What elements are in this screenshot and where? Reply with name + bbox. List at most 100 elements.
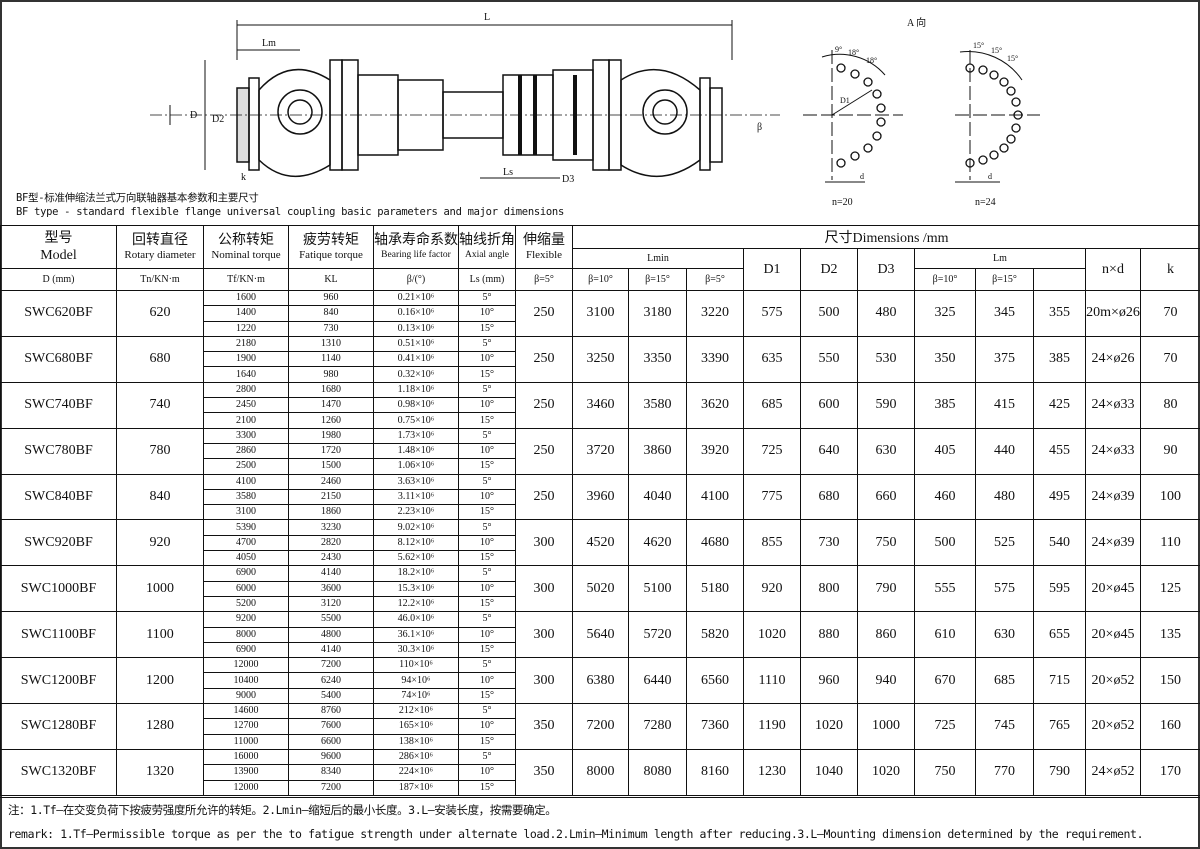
cell-bearing-life: 1.73×10⁶ [373, 427, 459, 444]
cell-d3: 480 [857, 290, 915, 337]
cell-k: 160 [1139, 703, 1200, 750]
cell-d2: 730 [800, 519, 858, 567]
cell-axial-angle: 5° [458, 657, 516, 674]
cell-fatigue-torque: 5400 [288, 687, 374, 705]
label-D1: D1 [840, 96, 850, 105]
cell-nominal-torque: 3580 [203, 488, 289, 506]
cell-flexible: 300 [515, 611, 573, 659]
cell-k: 80 [1139, 381, 1200, 429]
cell-lmin-5: 7200 [572, 703, 629, 750]
cell-d2: 500 [800, 290, 858, 337]
cell-flexible: 300 [515, 565, 573, 613]
cell-lmin-10: 7280 [628, 703, 687, 750]
table-row: SWC680BF 680 2180 1310 0.51×10⁶ 5° 250 3250 3350… [0, 335, 1200, 383]
cell-lm-10: 770 [975, 748, 1034, 796]
cell-lmin-10: 4040 [628, 473, 687, 521]
fat-cn: 疲劳转矩 [303, 233, 359, 248]
cell-lm-10: 685 [975, 657, 1034, 705]
cell-lmin-15: 4680 [686, 519, 744, 567]
cell-lmin-10: 4620 [628, 519, 687, 567]
cell-axial-angle: 10° [458, 534, 516, 552]
cell-lm-10: 345 [975, 290, 1034, 337]
cell-axial-angle: 10° [458, 672, 516, 689]
cell-axial-angle: 15° [458, 687, 516, 705]
header-lm: Lm [914, 248, 1086, 269]
cell-bearing-life: 30.3×10⁶ [373, 641, 459, 659]
cell-lmin-5: 5640 [572, 611, 629, 659]
cell-lmin-5: 3100 [572, 290, 629, 337]
cell-d1: 855 [743, 519, 801, 567]
cell-lm-5: 500 [914, 519, 976, 567]
table-row: 2450 1470 0.98×10⁶ 10° [1, 397, 1200, 414]
cell-nxd: 24×ø33 [1085, 381, 1141, 429]
cell-bearing-life: 224×10⁶ [373, 764, 459, 781]
cell-bearing-life: 46.0×10⁶ [373, 611, 459, 628]
cell-lm-15: 595 [1033, 565, 1086, 613]
cell-nxd: 24×ø39 [1085, 473, 1141, 521]
cell-fatigue-torque: 6240 [288, 672, 374, 689]
cell-lm-15: 790 [1033, 748, 1086, 796]
cell-d1: 775 [743, 473, 801, 521]
cell-bearing-life: 0.13×10⁶ [373, 320, 459, 337]
flex-en: Flexible [525, 249, 563, 261]
cell-lmin-5: 5020 [572, 565, 629, 613]
table-row: SWC1320BF 1320 16000 9600 286×10⁶ 5° 350 8000 80… [0, 748, 1200, 796]
cell-d3: 940 [857, 657, 915, 705]
cell-axial-angle: 15° [458, 366, 516, 383]
cell-fatigue-torque: 1140 [288, 351, 374, 368]
table-row: SWC740BF 740 2800 1680 1.18×10⁶ 5° 250 3460 3580… [0, 381, 1200, 429]
cell-axial-angle: 5° [458, 565, 516, 582]
cell-model: SWC1100BF [0, 611, 117, 659]
cell-nominal-torque: 6900 [203, 641, 289, 659]
cell-d1: 635 [743, 335, 801, 383]
cell-axial-angle: 15° [458, 550, 516, 567]
header-dimensions: 尺寸Dimensions /mm [571, 225, 1200, 249]
cell-nominal-torque: 2100 [203, 412, 289, 429]
cell-fatigue-torque: 840 [288, 305, 374, 322]
angle-18a: 18° [848, 48, 859, 57]
cell-bearing-life: 1.06×10⁶ [373, 458, 459, 475]
label-k: k [241, 172, 246, 183]
cell-lmin-15: 3220 [686, 290, 744, 337]
cell-bearing-life: 3.11×10⁶ [373, 488, 459, 506]
cell-axial-angle: 5° [458, 748, 516, 766]
cell-d1: 725 [743, 427, 801, 475]
cell-flexible: 350 [515, 703, 573, 750]
cell-lmin-15: 6560 [686, 657, 744, 705]
cell-lm-15: 425 [1033, 381, 1086, 429]
cell-d3: 1000 [857, 703, 915, 750]
cell-bearing-life: 165×10⁶ [373, 718, 459, 735]
table-row: SWC1000BF 1000 6900 4140 18.2×10⁶ 5° 300 5020 51… [0, 565, 1200, 613]
cell-nominal-torque: 2180 [203, 335, 289, 353]
cell-d3: 530 [857, 335, 915, 383]
fat-en: Fatique torque [299, 249, 363, 261]
label-D2: D2 [212, 114, 224, 125]
cell-bearing-life: 3.63×10⁶ [373, 473, 459, 490]
cell-d1: 1230 [743, 748, 801, 796]
cell-rotary-diameter: 680 [116, 335, 204, 383]
label-beta: β [757, 122, 762, 133]
caption-cn: BF型-标准伸缩法兰式万向联轴器基本参数和主要尺寸 [16, 192, 259, 204]
cell-flexible: 350 [515, 748, 573, 796]
cell-axial-angle: 15° [458, 412, 516, 429]
cell-axial-angle: 10° [458, 488, 516, 506]
cell-d2: 800 [800, 565, 858, 613]
cell-fatigue-torque: 1860 [288, 504, 374, 521]
cell-fatigue-torque: 6600 [288, 733, 374, 750]
cell-bearing-life: 110×10⁶ [373, 657, 459, 674]
cell-k: 100 [1139, 473, 1200, 521]
cell-nxd: 20m×ø26 [1085, 290, 1141, 337]
model-en: Model [40, 248, 77, 263]
cell-flexible: 300 [515, 657, 573, 705]
unit-d: D (mm) [0, 268, 117, 291]
cell-nominal-torque: 6000 [203, 580, 289, 597]
cell-nxd: 24×ø52 [1085, 748, 1141, 796]
cell-lmin-15: 5820 [686, 611, 744, 659]
cell-axial-angle: 10° [458, 764, 516, 781]
header-k: k [1139, 248, 1200, 291]
cell-d3: 660 [857, 473, 915, 521]
angle-15a: 15° [973, 41, 984, 50]
cell-model: SWC1320BF [0, 748, 117, 796]
cell-fatigue-torque: 2150 [288, 488, 374, 506]
cell-model: SWC920BF [0, 519, 117, 567]
